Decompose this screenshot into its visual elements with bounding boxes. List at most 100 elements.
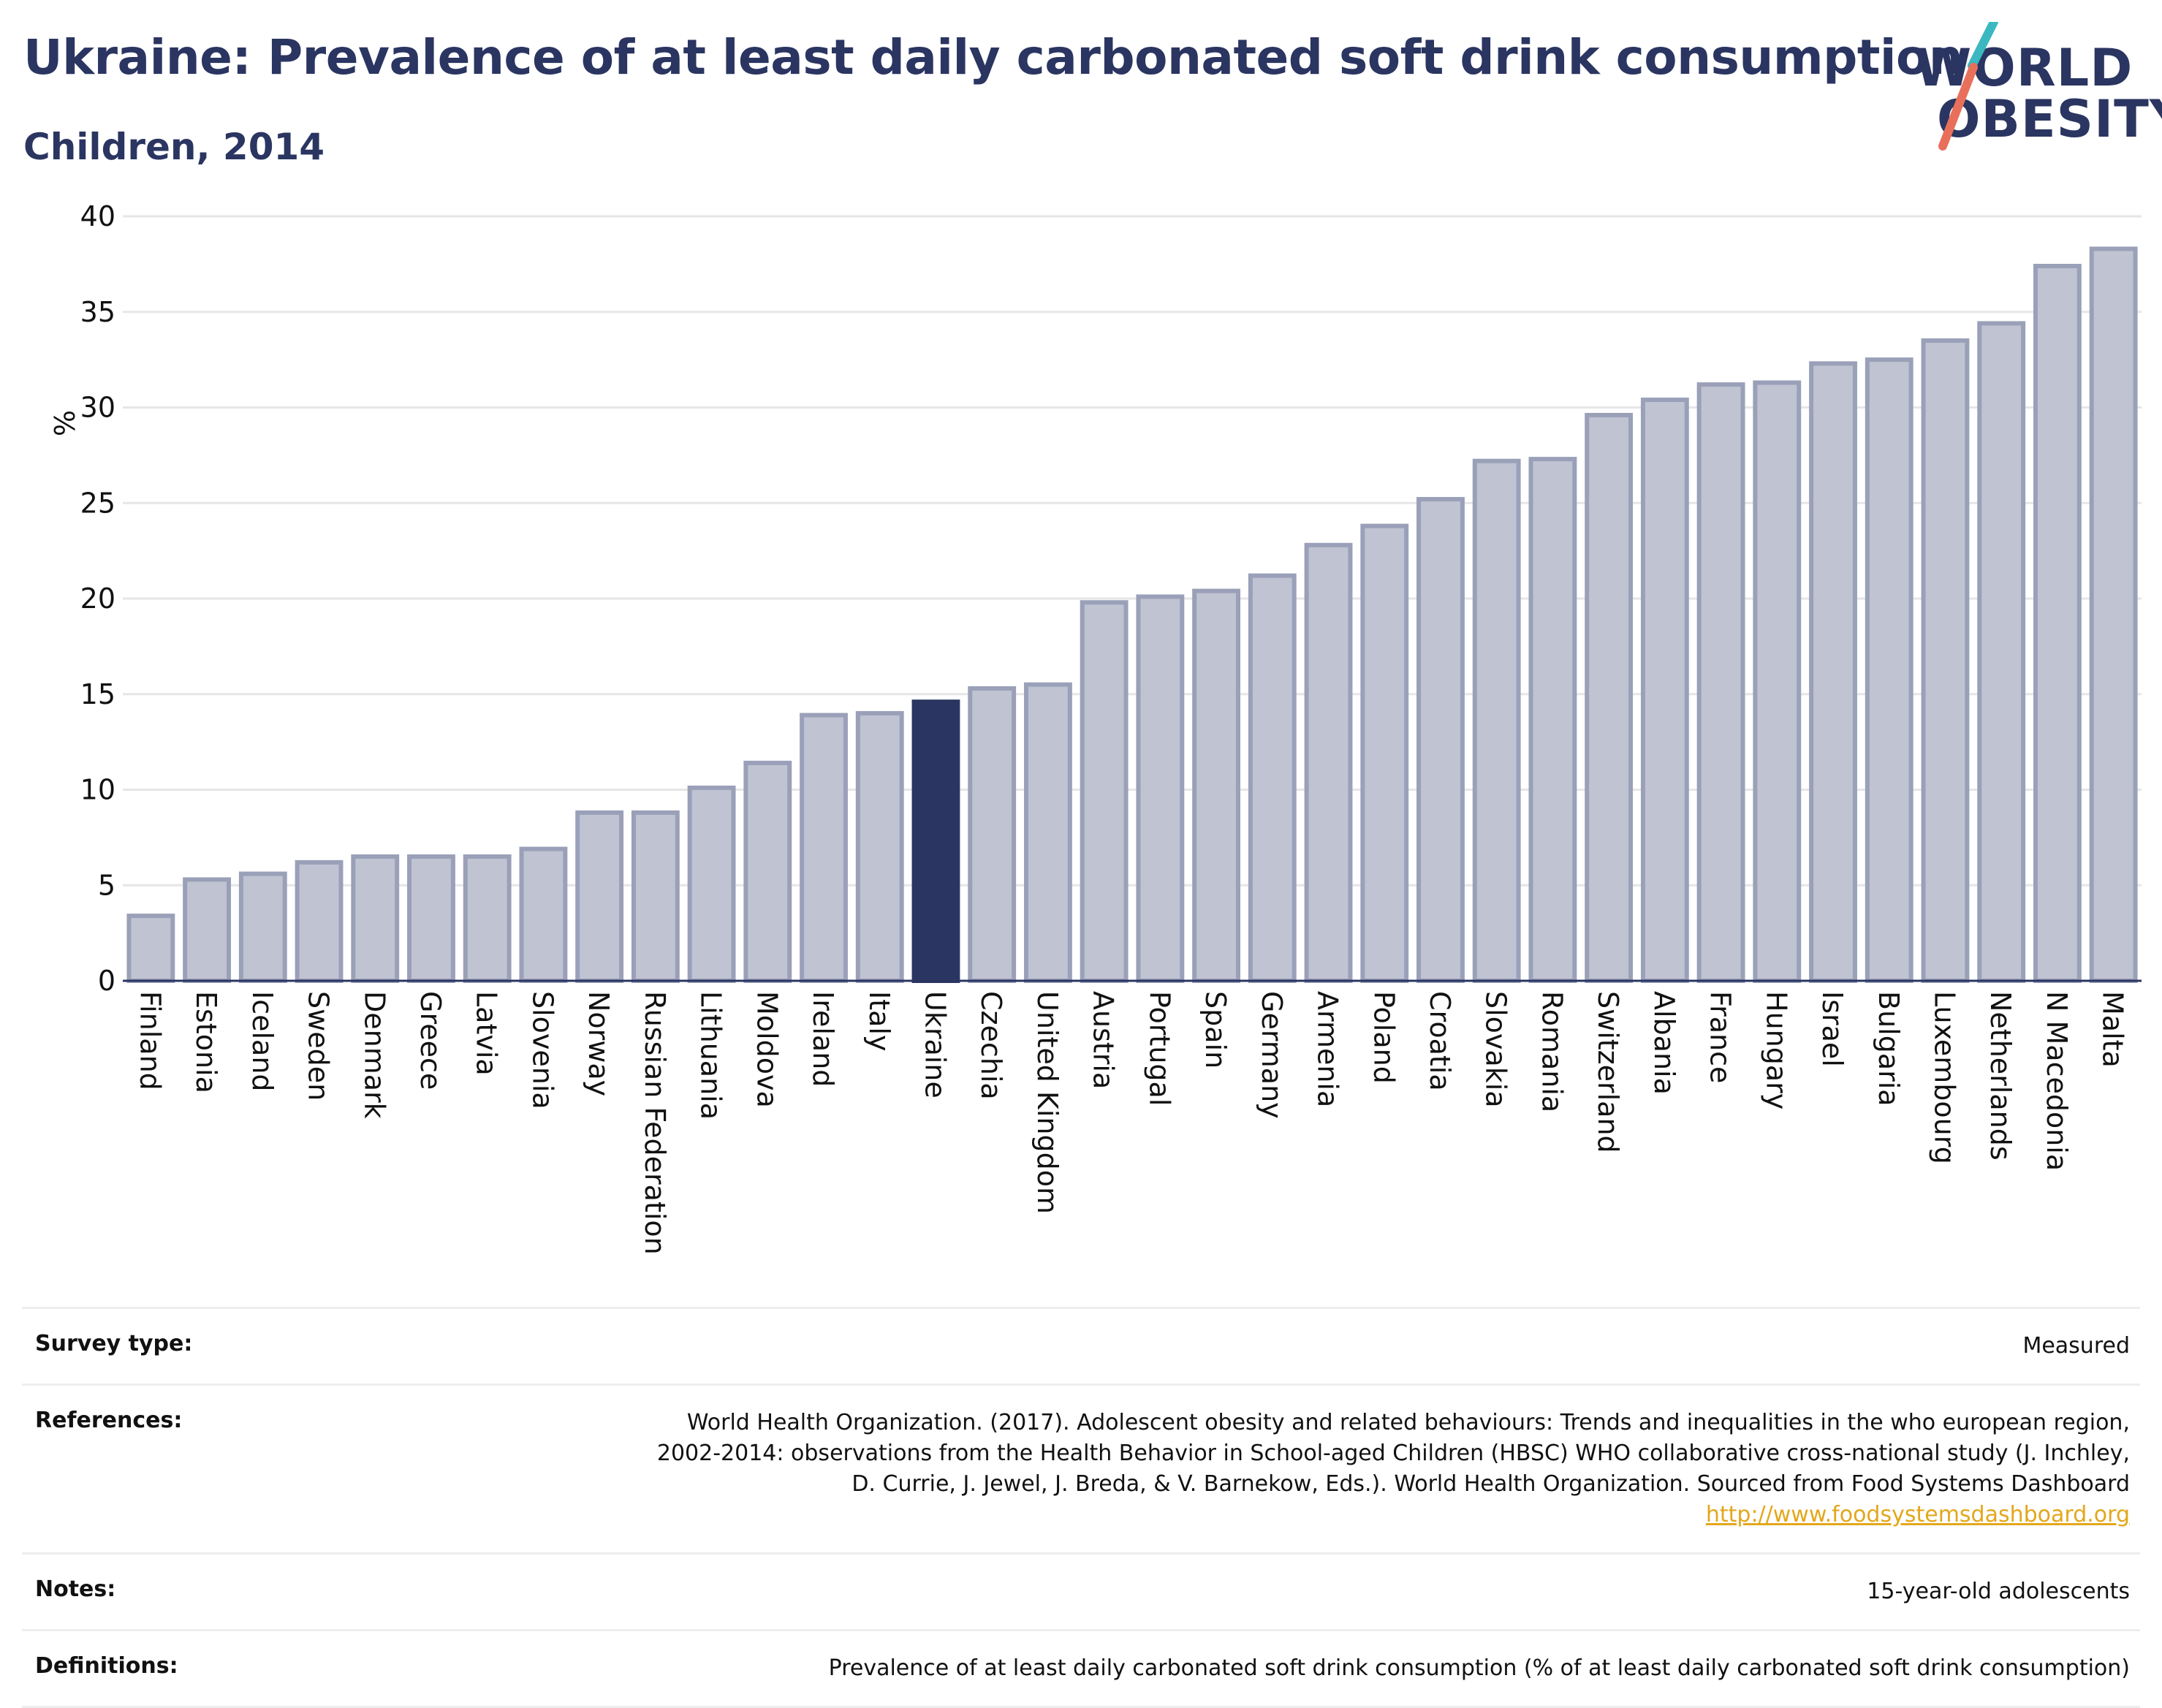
- x-tick-label: Luxembourg: [1928, 991, 1960, 1164]
- x-tick-label: Slovakia: [1480, 991, 1512, 1108]
- bar: [463, 854, 512, 984]
- bar: [1136, 594, 1185, 983]
- y-tick-label: 5: [98, 869, 115, 901]
- x-axis-ticks: Finland Estonia Iceland Sweden Denmark Greece…: [134, 991, 2128, 1255]
- x-tick-label: N Macedonia: [2041, 991, 2073, 1171]
- y-tick-label: 15: [80, 678, 115, 710]
- x-tick-label: Austria: [1088, 991, 1120, 1089]
- bar: [238, 871, 287, 983]
- bar: [351, 854, 400, 984]
- x-tick-label: Spain: [1199, 991, 1232, 1069]
- bar: [1472, 458, 1521, 984]
- gridlines: [123, 215, 2142, 887]
- bar: [1809, 361, 1857, 984]
- bar: [407, 854, 455, 984]
- bar: [1080, 600, 1129, 983]
- bar: [183, 877, 232, 984]
- x-tick-label: Hungary: [1760, 991, 1792, 1109]
- info-table: Survey type: Measured References: World …: [22, 1307, 2140, 1708]
- bar: [1248, 573, 1297, 983]
- notes-row: Notes: 15-year-old adolescents: [22, 1552, 2140, 1629]
- references-line-3: D. Currie, J. Jewel, J. Breda, & V. Barn…: [851, 1471, 2130, 1497]
- bar: [1865, 357, 1913, 983]
- x-tick-label: Croatia: [1424, 991, 1456, 1091]
- notes-label: Notes:: [35, 1576, 116, 1602]
- bar: [2033, 263, 2082, 984]
- x-tick-label: Portugal: [1143, 991, 1175, 1106]
- bar: [575, 810, 624, 983]
- references-row: References: World Health Organization. (…: [22, 1384, 2140, 1552]
- bar: [1416, 497, 1465, 983]
- x-tick-label: France: [1704, 991, 1737, 1083]
- x-tick-label: Iceland: [246, 991, 278, 1092]
- y-tick-label: 40: [80, 200, 115, 232]
- survey-type-value: Measured: [2022, 1333, 2130, 1359]
- bar: [968, 686, 1017, 984]
- bar: [1360, 523, 1409, 983]
- references-label: References:: [35, 1408, 183, 1433]
- x-tick-label: Italy: [863, 991, 895, 1051]
- bar: [1640, 398, 1689, 984]
- x-tick-label: Bulgaria: [1873, 991, 1905, 1107]
- bar: [1753, 380, 1802, 983]
- x-tick-label: Switzerland: [1592, 991, 1624, 1153]
- x-tick-label: Ireland: [807, 991, 839, 1087]
- bar-highlight: [911, 699, 960, 984]
- references-link[interactable]: http://www.foodsystemsdashboard.org: [1705, 1502, 2130, 1527]
- bar: [855, 710, 904, 984]
- x-tick-label: Greece: [414, 991, 447, 1090]
- bar: [743, 760, 792, 983]
- x-tick-label: Netherlands: [1984, 991, 2017, 1161]
- x-tick-label: Moldova: [751, 991, 783, 1108]
- world-obesity-logo: WORLD OBESITY: [1915, 22, 2162, 153]
- bar: [1023, 682, 1072, 983]
- bar: [687, 785, 736, 983]
- chart-title: Ukraine: Prevalence of at least daily ca…: [23, 29, 1963, 86]
- x-tick-label: Latvia: [471, 991, 503, 1076]
- x-tick-label: Ukraine: [919, 991, 951, 1098]
- bar: [1977, 321, 2026, 983]
- x-tick-label: Poland: [1368, 991, 1400, 1084]
- definitions-label: Definitions:: [35, 1653, 178, 1679]
- bar: [519, 846, 568, 983]
- y-tick-label: 30: [80, 392, 115, 424]
- logo-slash-icon: [1938, 22, 1998, 151]
- bar: [295, 859, 344, 983]
- bar: [1585, 412, 1634, 983]
- bar: [2089, 246, 2138, 983]
- x-tick-label: Denmark: [358, 991, 390, 1119]
- x-tick-label: Lithuania: [695, 991, 727, 1120]
- y-axis-ticks: 0 5 10 15 20 25 30 35 40: [80, 200, 115, 997]
- x-tick-label: Germany: [1256, 991, 1288, 1119]
- bar: [1192, 588, 1241, 983]
- notes-value: 15-year-old adolescents: [1867, 1579, 2130, 1604]
- x-tick-label: Israel: [1816, 991, 1848, 1067]
- x-tick-label: United Kingdom: [1031, 991, 1063, 1214]
- x-tick-label: Sweden: [303, 991, 335, 1101]
- y-tick-label: 35: [80, 296, 115, 328]
- definitions-value: Prevalence of at least daily carbonated …: [828, 1655, 2130, 1681]
- bar: [126, 914, 175, 984]
- x-tick-label: Romania: [1536, 991, 1568, 1112]
- x-tick-label: Czechia: [975, 991, 1007, 1100]
- bar-chart: 0 5 10 15 20 25 30 35 40 Finland Estonia Iceland Sw…: [48, 200, 2142, 1255]
- bars: [126, 246, 2138, 984]
- survey-type-row: Survey type: Measured: [22, 1307, 2140, 1384]
- x-tick-label: Slovenia: [526, 991, 558, 1109]
- x-tick-label: Estonia: [190, 991, 222, 1093]
- bar: [800, 713, 848, 983]
- y-tick-label: 0: [98, 965, 115, 997]
- references-value: World Health Organization. (2017). Adole…: [32, 1408, 2130, 1530]
- bar: [1528, 457, 1577, 984]
- bar: [1696, 382, 1745, 983]
- x-tick-label: Albania: [1648, 991, 1680, 1095]
- y-tick-label: 10: [80, 774, 115, 806]
- bar: [1304, 542, 1353, 983]
- y-tick-label: 20: [80, 582, 115, 615]
- x-tick-label: Norway: [583, 991, 615, 1096]
- logo-line-world: WORLD: [1915, 38, 2133, 98]
- y-axis-label: %: [48, 410, 80, 436]
- x-tick-label: Armenia: [1312, 991, 1344, 1107]
- x-tick-label: Russian Federation: [639, 991, 671, 1255]
- chart-subtitle: Children, 2014: [23, 126, 325, 168]
